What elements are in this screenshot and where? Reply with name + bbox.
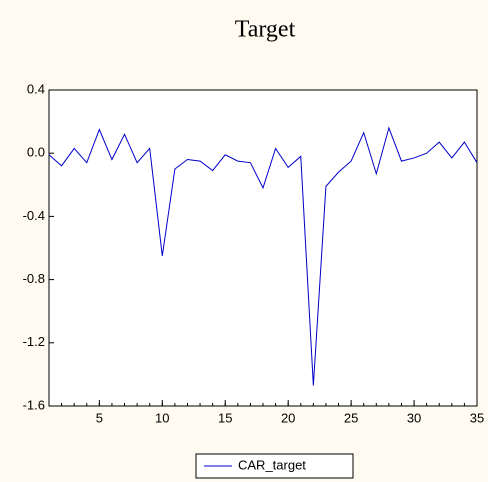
x-tick-label: 5 [96, 410, 103, 425]
x-tick-label: 30 [407, 410, 421, 425]
x-tick-label: 20 [281, 410, 295, 425]
y-tick-label: 0.0 [27, 145, 45, 160]
legend-label: CAR_target [238, 457, 306, 472]
y-tick-label: 0.4 [27, 81, 45, 96]
chart-title: Target [235, 17, 296, 43]
y-tick-label: -0.4 [23, 208, 45, 223]
x-tick-label: 10 [155, 410, 169, 425]
y-tick-label: -0.8 [23, 271, 45, 286]
y-tick-label: -1.2 [23, 334, 45, 349]
x-tick-label: 35 [470, 410, 484, 425]
x-tick-label: 15 [218, 410, 232, 425]
x-tick-label: 25 [344, 410, 358, 425]
y-tick-label: -1.6 [23, 397, 45, 412]
line [48, 126, 478, 386]
plot-area [48, 89, 478, 407]
